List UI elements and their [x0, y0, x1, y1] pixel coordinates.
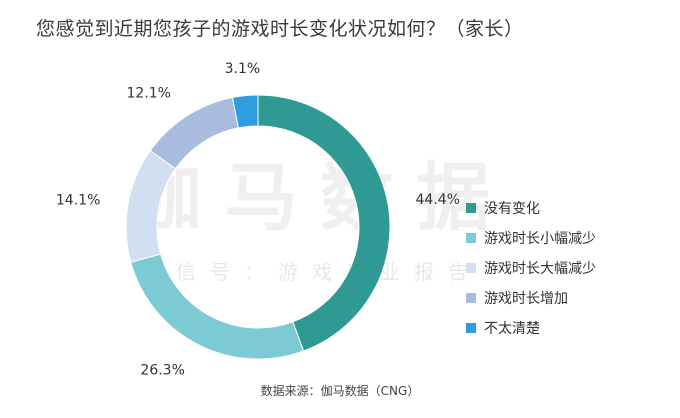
legend-label: 不太清楚 [484, 321, 540, 337]
legend-swatch [466, 233, 476, 243]
donut-slice-5 [231, 94, 259, 129]
chart-title: 您感觉到近期您孩子的游戏时长变化状况如何？（家长） [36, 18, 524, 40]
legend-label: 游戏时长增加 [484, 291, 568, 307]
donut-slice-3 [125, 150, 177, 263]
legend-swatch [466, 203, 476, 213]
legend-item-1: 没有变化 [466, 193, 596, 223]
legend-item-5: 不太清楚 [466, 313, 596, 343]
watermark-logo-text: 伽马数据 [128, 155, 512, 241]
legend-label: 游戏时长小幅减少 [484, 231, 596, 247]
legend-label: 没有变化 [484, 201, 540, 217]
watermark-wechat-text: 微信号：游戏产业报告 [142, 260, 482, 284]
slice-data-label-2: 26.3% [140, 362, 184, 378]
legend-item-4: 游戏时长增加 [466, 283, 596, 313]
legend-item-3: 游戏时长大幅减少 [466, 253, 596, 283]
slice-data-label-3: 14.1% [56, 192, 100, 208]
legend-swatch [466, 293, 476, 303]
chart-legend: 没有变化游戏时长小幅减少 游戏时长大幅减少 游戏时长增加 不太清楚 [466, 193, 596, 343]
slice-data-label-5: 3.1% [225, 61, 261, 77]
slice-data-label-4: 12.1% [127, 86, 171, 102]
donut-slice-1 [257, 94, 391, 352]
legend-swatch [466, 263, 476, 273]
slice-data-label-1: 44.4% [416, 192, 460, 208]
legend-item-2: 游戏时长小幅减少 [466, 223, 596, 253]
legend-label: 游戏时长大幅减少 [484, 261, 596, 277]
data-source-note: 数据来源：伽马数据（CNG） [260, 384, 420, 398]
legend-swatch [466, 323, 476, 333]
donut-slice-4 [149, 96, 240, 170]
donut-slice-2 [130, 253, 305, 360]
